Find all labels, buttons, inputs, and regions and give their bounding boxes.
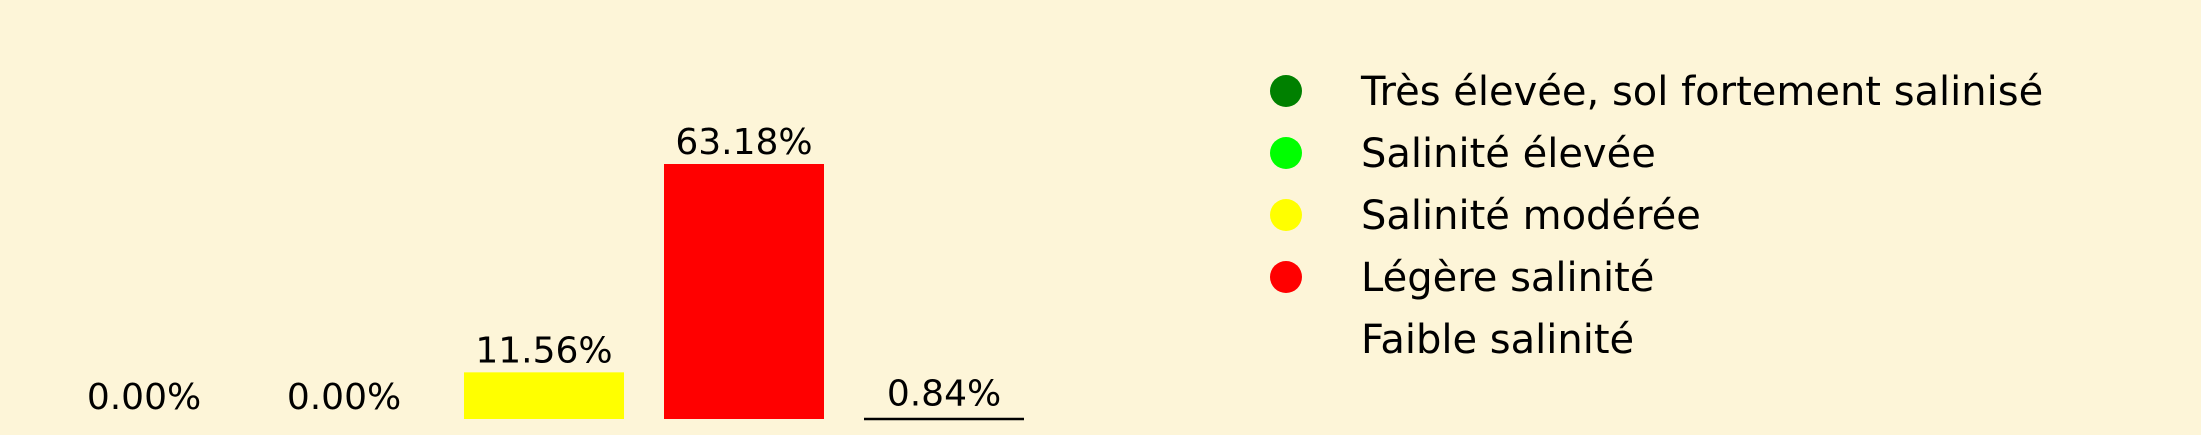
bar-value-label-3: 63.18% bbox=[675, 122, 812, 163]
legend-marker-0 bbox=[1270, 75, 1302, 107]
legend: Très élevée, sol fortement salinisé Salin… bbox=[1270, 69, 2043, 363]
legend-marker-1 bbox=[1270, 137, 1302, 169]
legend-label-4: Faible salinité bbox=[1361, 317, 1634, 363]
bar-value-label-1: 0.00% bbox=[287, 377, 401, 418]
bar-3 bbox=[664, 164, 824, 419]
legend-label-0: Très élevée, sol fortement salinisé bbox=[1360, 69, 2043, 115]
bars-group: 0.00% 0.00% 11.56% 63.18% 0.84% bbox=[87, 122, 1024, 421]
legend-label-1: Salinité élevée bbox=[1361, 131, 1656, 177]
bar-2 bbox=[464, 372, 624, 419]
bar-value-label-0: 0.00% bbox=[87, 377, 201, 418]
bar-4 bbox=[864, 415, 1024, 419]
legend-marker-3 bbox=[1270, 261, 1302, 293]
bar-value-label-4: 0.84% bbox=[887, 374, 1001, 415]
legend-marker-2 bbox=[1270, 199, 1302, 231]
legend-label-3: Légère salinité bbox=[1361, 255, 1654, 301]
bar-value-label-2: 11.56% bbox=[475, 330, 612, 371]
legend-label-2: Salinité modérée bbox=[1361, 193, 1701, 239]
